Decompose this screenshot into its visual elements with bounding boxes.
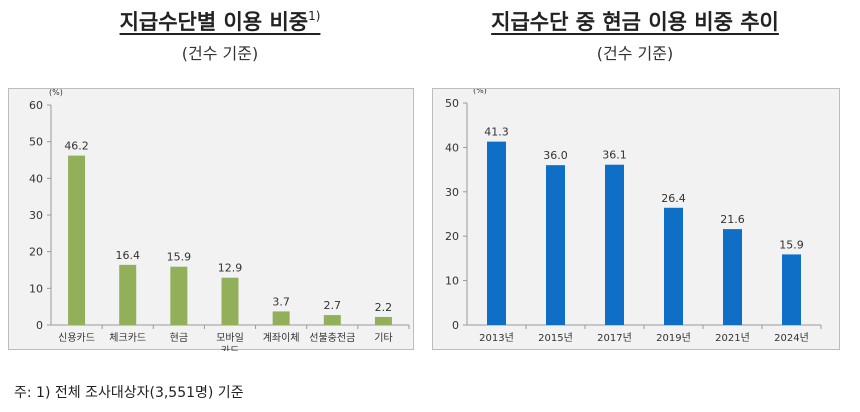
chart-left-category-label-3-line-1: 카드 xyxy=(221,345,239,351)
chart-right-y-tick-label-1: 10 xyxy=(445,275,459,288)
chart-right-data-label-5: 15.9 xyxy=(779,238,804,251)
chart-left-y-tick-label-3: 30 xyxy=(29,209,43,222)
chart-right-bar-3 xyxy=(664,207,683,325)
chart-right-bar-2 xyxy=(605,164,624,325)
left-chart-svg: (%) 0 10 20 30 40 50 60 46.2 신용카드 16.4 체크카드 15.9 현금 12… xyxy=(29,89,410,351)
chart-right-bar-1 xyxy=(546,165,565,325)
chart-right-bar-5 xyxy=(782,254,801,325)
left-chart-title: 지급수단별 이용 비중1) xyxy=(20,6,420,36)
chart-left-bar-1 xyxy=(119,264,137,325)
chart-right-bar-0 xyxy=(487,141,506,325)
chart-left-data-label-4: 3.7 xyxy=(272,295,290,308)
chart-left-category-label-1-line-0: 체크카드 xyxy=(109,332,146,344)
chart-left-y-tick-label-1: 10 xyxy=(29,282,43,295)
chart-left-bar-6 xyxy=(374,316,392,325)
chart-right-category-label-5-line-0: 2024년 xyxy=(774,332,809,344)
chart-left-category-label-6: 기타 xyxy=(374,332,392,344)
chart-left-y-tick-label-0: 0 xyxy=(36,319,43,332)
chart-right-data-label-2: 36.1 xyxy=(602,149,627,162)
chart-left-data-label-0: 46.2 xyxy=(64,140,89,153)
chart-left-data-label-5: 2.7 xyxy=(324,299,342,312)
left-chart: (%) 0 10 20 30 40 50 60 46.2 신용카드 16.4 체크카드 15.9 현금 12… xyxy=(8,88,414,351)
chart-left-category-label-4-line-0: 계좌이체 xyxy=(263,332,300,344)
chart-left-bar-2 xyxy=(170,266,188,325)
chart-left-category-label-4: 계좌이체 xyxy=(263,332,300,344)
left-chart-title-footnote-mark: 1) xyxy=(308,9,321,23)
chart-right-category-label-1: 2015년 xyxy=(538,332,573,344)
chart-left-y-tick-label-2: 20 xyxy=(29,246,43,259)
chart-left-y-tick-label-4: 40 xyxy=(29,172,43,185)
right-chart-subtitle: (건수 기준) xyxy=(596,44,674,63)
chart-right-unit-label: (%) xyxy=(473,89,487,95)
chart-right-y-tick-label-5: 50 xyxy=(445,97,459,110)
chart-left-category-label-0: 신용카드 xyxy=(58,332,95,344)
chart-right-category-label-4-line-0: 2021년 xyxy=(715,332,750,344)
chart-left-category-label-6-line-0: 기타 xyxy=(374,332,392,344)
chart-left-bar-3 xyxy=(221,277,239,325)
chart-left-data-label-2: 15.9 xyxy=(167,251,192,264)
chart-left-y-tick-label-6: 60 xyxy=(29,99,43,112)
chart-left-category-label-1: 체크카드 xyxy=(109,332,146,344)
footnote: 주: 1) 전체 조사대상자(3,551명) 기준 xyxy=(14,385,244,401)
chart-left-category-label-0-line-0: 신용카드 xyxy=(58,332,95,344)
chart-right-category-label-5: 2024년 xyxy=(774,332,809,344)
chart-right-y-tick-label-3: 30 xyxy=(445,186,459,199)
chart-left-category-label-3-line-0: 모바일 xyxy=(216,332,244,344)
left-chart-title-text: 지급수단별 이용 비중 xyxy=(119,10,309,34)
right-chart: (%) 0 10 20 30 40 50 41.3 2013년 36.0 2015년 36.1 2017… xyxy=(432,88,840,350)
chart-left-bar-5 xyxy=(323,315,341,325)
chart-right-category-label-3-line-0: 2019년 xyxy=(656,332,691,344)
right-chart-title: 지급수단 중 현금 이용 비중 추이 xyxy=(491,10,779,34)
chart-left-data-label-3: 12.9 xyxy=(218,262,243,275)
chart-right-y-tick-label-4: 40 xyxy=(445,141,459,154)
chart-right-y-tick-label-2: 20 xyxy=(445,230,459,243)
chart-left-unit-label: (%) xyxy=(49,89,63,97)
chart-right-y-tick-label-0: 0 xyxy=(452,319,459,332)
chart-left-category-label-5-line-0: 선불충전금 xyxy=(309,332,355,344)
chart-right-category-label-1-line-0: 2015년 xyxy=(538,332,573,344)
chart-left-category-label-2-line-0: 현금 xyxy=(170,332,188,344)
chart-left-category-label-5: 선불충전금 xyxy=(309,332,355,344)
left-chart-subtitle: (건수 기준) xyxy=(181,44,259,63)
chart-right-data-label-1: 36.0 xyxy=(543,149,568,162)
chart-right-category-label-2: 2017년 xyxy=(597,332,632,344)
chart-left-data-label-1: 16.4 xyxy=(115,249,140,262)
chart-right-category-label-0: 2013년 xyxy=(479,332,514,344)
chart-left-category-label-3: 모바일카드 xyxy=(216,332,244,351)
chart-right-category-label-4: 2021년 xyxy=(715,332,750,344)
chart-right-category-label-2-line-0: 2017년 xyxy=(597,332,632,344)
chart-right-bar-4 xyxy=(723,229,742,325)
chart-left-bar-0 xyxy=(68,155,86,325)
chart-right-data-label-3: 26.4 xyxy=(661,192,686,205)
chart-right-category-label-3: 2019년 xyxy=(656,332,691,344)
chart-right-data-label-4: 21.6 xyxy=(720,213,745,226)
chart-left-data-label-6: 2.2 xyxy=(375,301,393,314)
chart-right-category-label-0-line-0: 2013년 xyxy=(479,332,514,344)
chart-right-data-label-0: 41.3 xyxy=(484,126,509,139)
right-chart-svg: (%) 0 10 20 30 40 50 41.3 2013년 36.0 2015년 36.1 2017… xyxy=(445,89,822,344)
chart-left-y-tick-label-5: 50 xyxy=(29,136,43,149)
chart-left-bar-4 xyxy=(272,311,290,325)
chart-left-category-label-2: 현금 xyxy=(170,332,188,344)
